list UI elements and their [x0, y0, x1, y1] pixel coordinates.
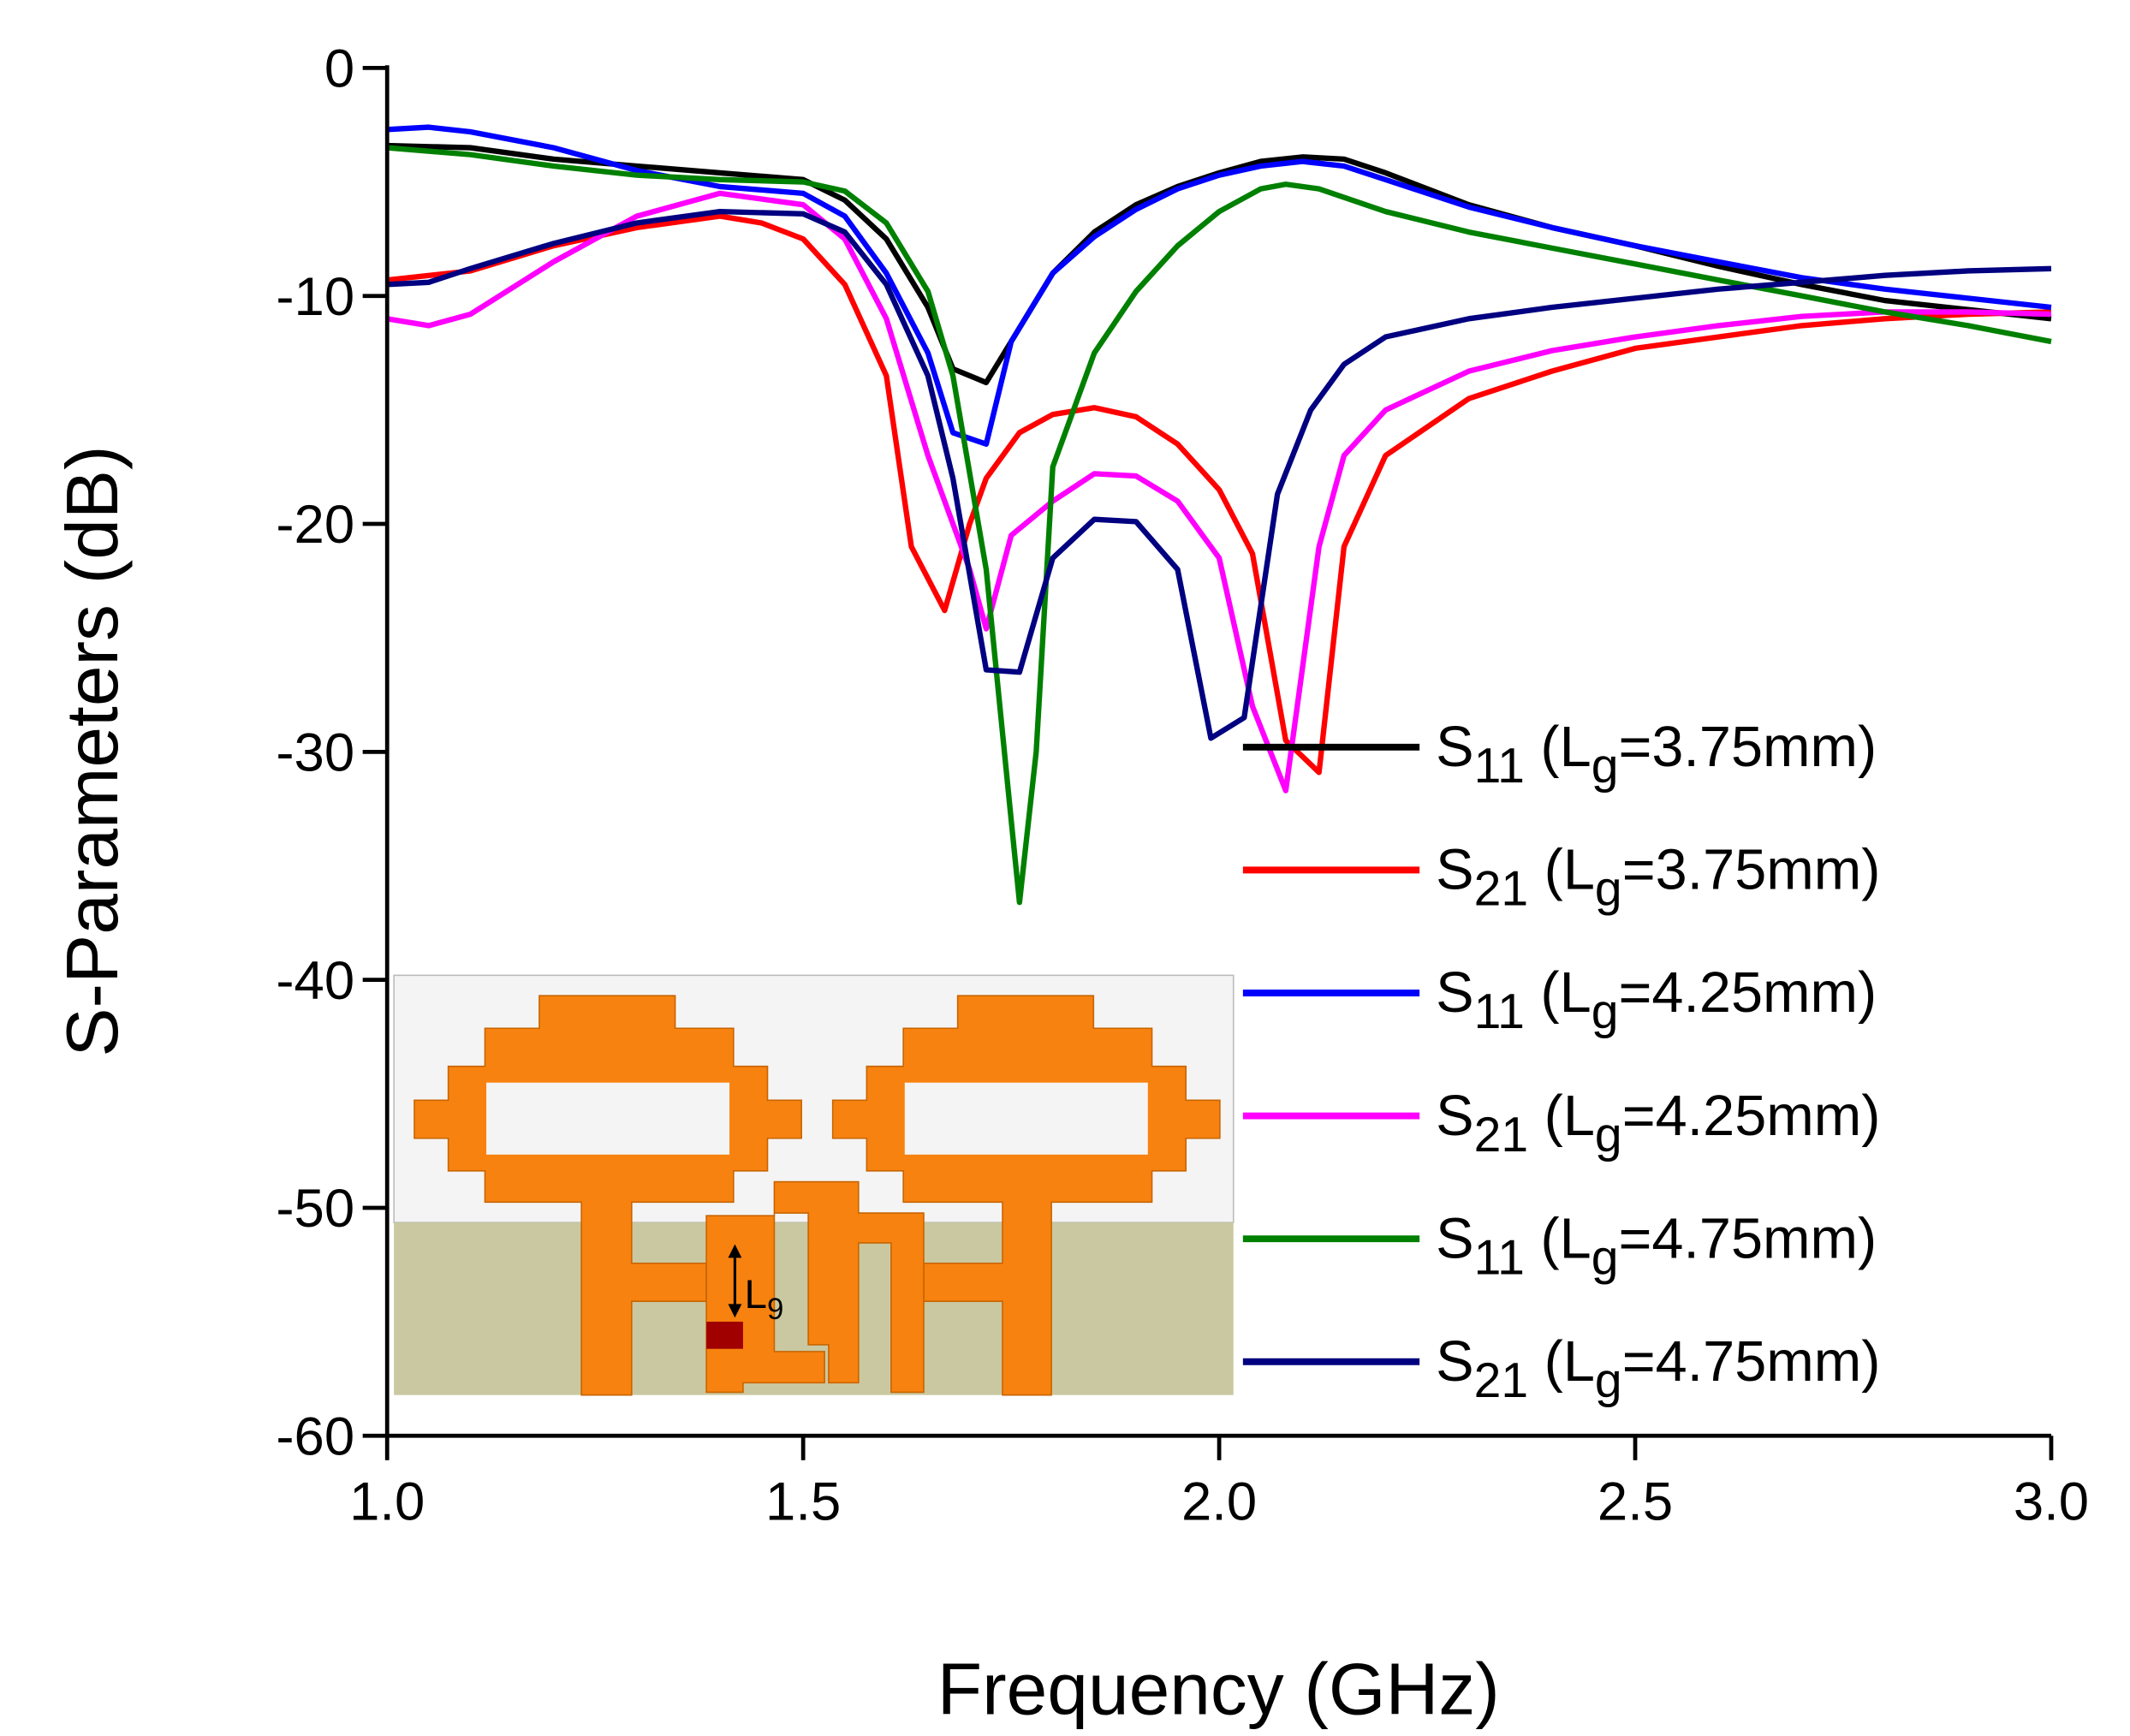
right-slot — [904, 1082, 1148, 1155]
y-tick-label: -20 — [276, 495, 354, 555]
series-line — [387, 208, 2052, 741]
legend-label: S11 (Lg=4.25mm) — [1436, 961, 1877, 1039]
legend-label: S11 (Lg=3.75mm) — [1436, 716, 1877, 794]
antenna-inset: L9 — [393, 974, 1235, 1396]
legend-label: S21 (Lg=4.25mm) — [1436, 1085, 1880, 1162]
x-tick-label: 1.5 — [765, 1472, 841, 1532]
meander-line — [705, 1180, 925, 1394]
x-tick-label: 2.5 — [1598, 1472, 1673, 1532]
arrow-head — [728, 1304, 742, 1318]
legend-label: S21 (Lg=4.75mm) — [1436, 1330, 1880, 1408]
y-tick-label: 0 — [324, 39, 354, 99]
y-tick-label: -40 — [276, 951, 354, 1011]
left-slot — [486, 1082, 730, 1155]
series-line — [387, 124, 2052, 447]
x-axis-title: Frequency (GHz) — [937, 1649, 1500, 1731]
legend-label: S21 (Lg=3.75mm) — [1436, 839, 1880, 917]
y-axis-title: S-Parameters (dB) — [51, 445, 134, 1056]
feed-port — [706, 1321, 743, 1349]
x-tick-label: 2.0 — [1181, 1472, 1257, 1532]
y-tick-label: -60 — [276, 1406, 354, 1466]
dimension-label: L9 — [745, 1272, 784, 1326]
legend-label: S11 (Lg=4.75mm) — [1436, 1207, 1877, 1285]
y-tick-label: -50 — [276, 1179, 354, 1239]
series-line — [386, 213, 2052, 776]
y-tick-label: -30 — [276, 723, 354, 783]
y-tick-label: -10 — [276, 267, 354, 327]
x-tick-label: 3.0 — [2014, 1472, 2089, 1532]
series-line — [387, 142, 2052, 386]
series-line — [386, 145, 2052, 906]
series-line — [386, 190, 2052, 794]
arrow-head — [728, 1244, 742, 1258]
x-tick-label: 1.0 — [349, 1472, 425, 1532]
